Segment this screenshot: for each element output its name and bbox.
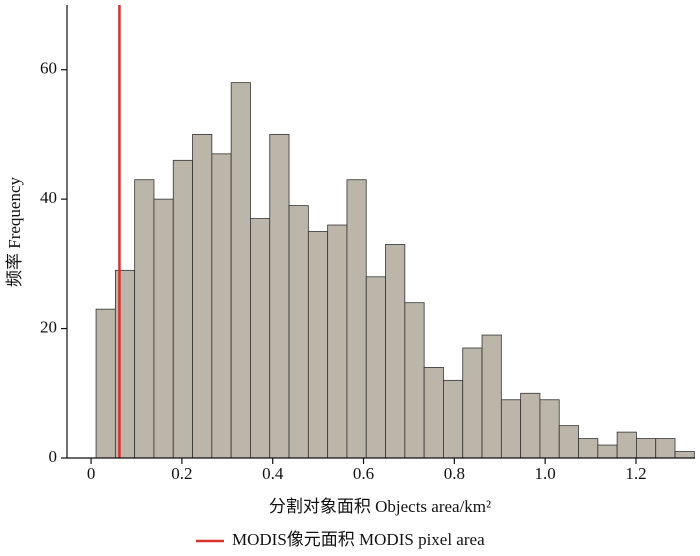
- bar: [423, 366, 444, 459]
- bar: [655, 438, 676, 459]
- bar: [520, 392, 541, 459]
- bar: [95, 308, 116, 459]
- bar: [172, 159, 193, 459]
- bar: [192, 134, 213, 459]
- bar: [616, 431, 637, 459]
- bar: [346, 179, 367, 459]
- bar: [558, 425, 579, 459]
- bar: [539, 399, 560, 459]
- bar: [636, 438, 657, 459]
- bar: [385, 244, 406, 459]
- y-tick-label: 20: [40, 317, 57, 336]
- bar: [674, 451, 695, 459]
- bar: [269, 134, 290, 459]
- x-tick-label: 0.4: [262, 464, 284, 483]
- bar: [288, 205, 309, 459]
- bar: [597, 444, 618, 459]
- y-tick-label: 40: [40, 188, 57, 207]
- bar: [250, 218, 271, 459]
- bar: [481, 334, 502, 459]
- bar: [230, 82, 251, 459]
- bar: [578, 438, 599, 459]
- bar: [500, 399, 522, 459]
- x-tick-label: 0.8: [444, 464, 465, 483]
- x-tick-label: 0.6: [353, 464, 374, 483]
- y-tick-label: 60: [40, 59, 57, 78]
- x-tick-label: 0.2: [171, 464, 192, 483]
- bar: [462, 347, 483, 459]
- x-tick-label: 1.2: [625, 464, 646, 483]
- bar: [404, 302, 425, 459]
- x-tick-label: 0: [87, 464, 96, 483]
- legend-label: MODIS像元面积 MODIS pixel area: [232, 530, 485, 549]
- bar: [365, 276, 386, 459]
- bar: [153, 198, 174, 459]
- x-tick-label: 1.0: [535, 464, 556, 483]
- bar: [211, 153, 232, 459]
- y-axis-title: 频率 Frequency: [5, 177, 24, 288]
- x-axis-title: 分割对象面积 Objects area/km²: [269, 497, 491, 516]
- bar: [307, 231, 329, 459]
- bar: [327, 224, 348, 459]
- bar: [443, 379, 464, 459]
- y-tick-label: 0: [49, 447, 58, 466]
- bar: [134, 179, 155, 459]
